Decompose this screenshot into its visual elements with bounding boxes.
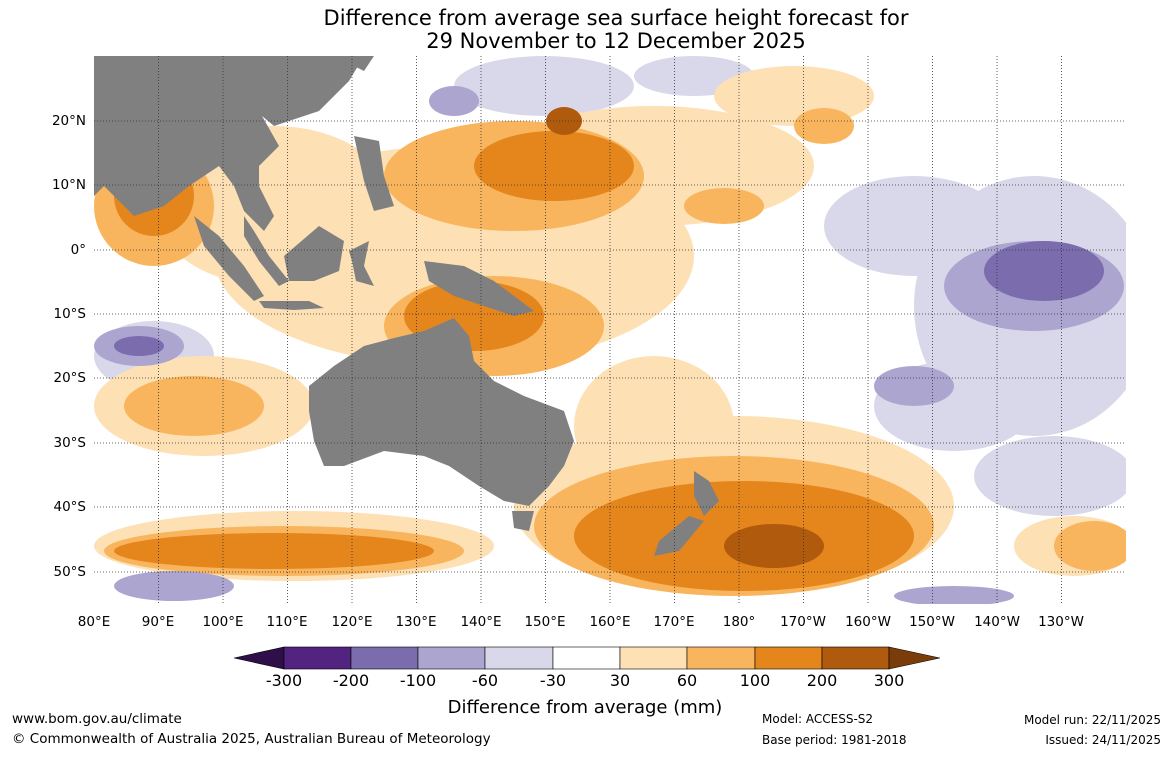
malay-peninsula — [244, 216, 289, 286]
colorbar-label-300: 300 — [873, 671, 905, 690]
colorbar-label-100: 100 — [739, 671, 771, 690]
colorbar-label-minus-300: -300 — [265, 671, 303, 690]
lon-tick-120e: 120°E — [331, 614, 373, 630]
anomaly-brown — [546, 107, 824, 568]
colorbar-swatch-below-300 — [234, 646, 285, 670]
lat-tick-10n: 10°N — [51, 177, 86, 193]
colorbar-title: Difference from average (mm) — [447, 697, 723, 718]
lon-tick-140w: 140°W — [974, 614, 1020, 630]
map-panel — [94, 56, 1154, 606]
colorbar-swatch-100-200 — [754, 646, 823, 670]
java — [259, 301, 324, 310]
new-zealand-south — [654, 516, 704, 556]
colorbar-label-60: 60 — [676, 671, 698, 690]
lon-tick-170e: 170°E — [653, 614, 695, 630]
colorbar-swatch-neutral — [552, 646, 621, 670]
australia — [309, 318, 574, 506]
colorbar-label-minus-60: -60 — [471, 671, 499, 690]
colorbar-label-30: 30 — [609, 671, 631, 690]
sea-surface-height-map — [94, 56, 1154, 606]
lat-tick-20s: 20°S — [53, 370, 87, 386]
lon-tick-100e: 100°E — [202, 614, 244, 630]
lon-tick-130e: 130°E — [395, 614, 437, 630]
japan — [354, 56, 374, 71]
lon-tick-160w: 160°W — [845, 614, 891, 630]
colorbar-swatch-200-100 — [350, 646, 419, 670]
gridlines — [94, 56, 1126, 604]
model-run-date: Model run: 22/11/2025 — [1023, 713, 1161, 727]
copyright-notice: © Commonwealth of Australia 2025, Austra… — [12, 731, 491, 747]
lon-tick-110e: 110°E — [266, 614, 308, 630]
asia-mainland — [94, 56, 364, 231]
lat-tick-20n: 20°N — [51, 113, 86, 129]
chart-title-line-2: 29 November to 12 December 2025 — [426, 29, 806, 53]
anomaly-purple — [94, 86, 1124, 606]
colorbar-label-minus-100: -100 — [399, 671, 437, 690]
lon-tick-170w: 170°W — [780, 614, 826, 630]
colorbar-swatch-300-200 — [283, 646, 352, 670]
lon-tick-130w: 130°W — [1038, 614, 1084, 630]
lon-tick-80e: 80°E — [77, 614, 111, 630]
lat-tick-10s: 10°S — [53, 306, 87, 322]
chart-title-line-1: Difference from average sea surface heig… — [323, 6, 909, 30]
lon-tick-150w: 150°W — [909, 614, 955, 630]
lat-tick-30s: 30°S — [53, 435, 87, 451]
lon-tick-180: 180° — [722, 614, 756, 630]
lon-tick-160e: 160°E — [589, 614, 631, 630]
bom-website-link[interactable]: www.bom.gov.au/climate — [12, 711, 182, 727]
sumatra — [194, 216, 264, 301]
tasmania — [512, 511, 534, 531]
colorbar-swatch-100-60 — [417, 646, 486, 670]
colorbar-swatch-200-300 — [821, 646, 890, 670]
colorbar — [234, 646, 940, 670]
lat-tick-40s: 40°S — [53, 499, 87, 515]
new-zealand-north — [694, 471, 719, 516]
lat-tick-equator: 0° — [70, 242, 86, 258]
colorbar-swatch-30-60 — [619, 646, 688, 670]
land-masses — [94, 56, 719, 556]
sulawesi — [349, 241, 374, 286]
colorbar-label-minus-200: -200 — [332, 671, 370, 690]
new-guinea — [424, 261, 534, 316]
lon-tick-90e: 90°E — [141, 614, 175, 630]
borneo — [284, 226, 344, 281]
lat-tick-50s: 50°S — [53, 564, 87, 580]
lon-tick-140e: 140°E — [460, 614, 502, 630]
base-period: Base period: 1981-2018 — [762, 733, 907, 747]
philippines — [354, 136, 394, 211]
colorbar-swatch-60-100 — [686, 646, 756, 670]
lon-tick-150e: 150°E — [524, 614, 566, 630]
colorbar-label-minus-30: -30 — [539, 671, 567, 690]
model-name: Model: ACCESS-S2 — [762, 712, 874, 726]
colorbar-swatch-60-30 — [484, 646, 554, 670]
issued-date: Issued: 24/11/2025 — [1045, 733, 1161, 747]
colorbar-swatch-above-300 — [888, 646, 940, 670]
colorbar-label-200: 200 — [806, 671, 838, 690]
